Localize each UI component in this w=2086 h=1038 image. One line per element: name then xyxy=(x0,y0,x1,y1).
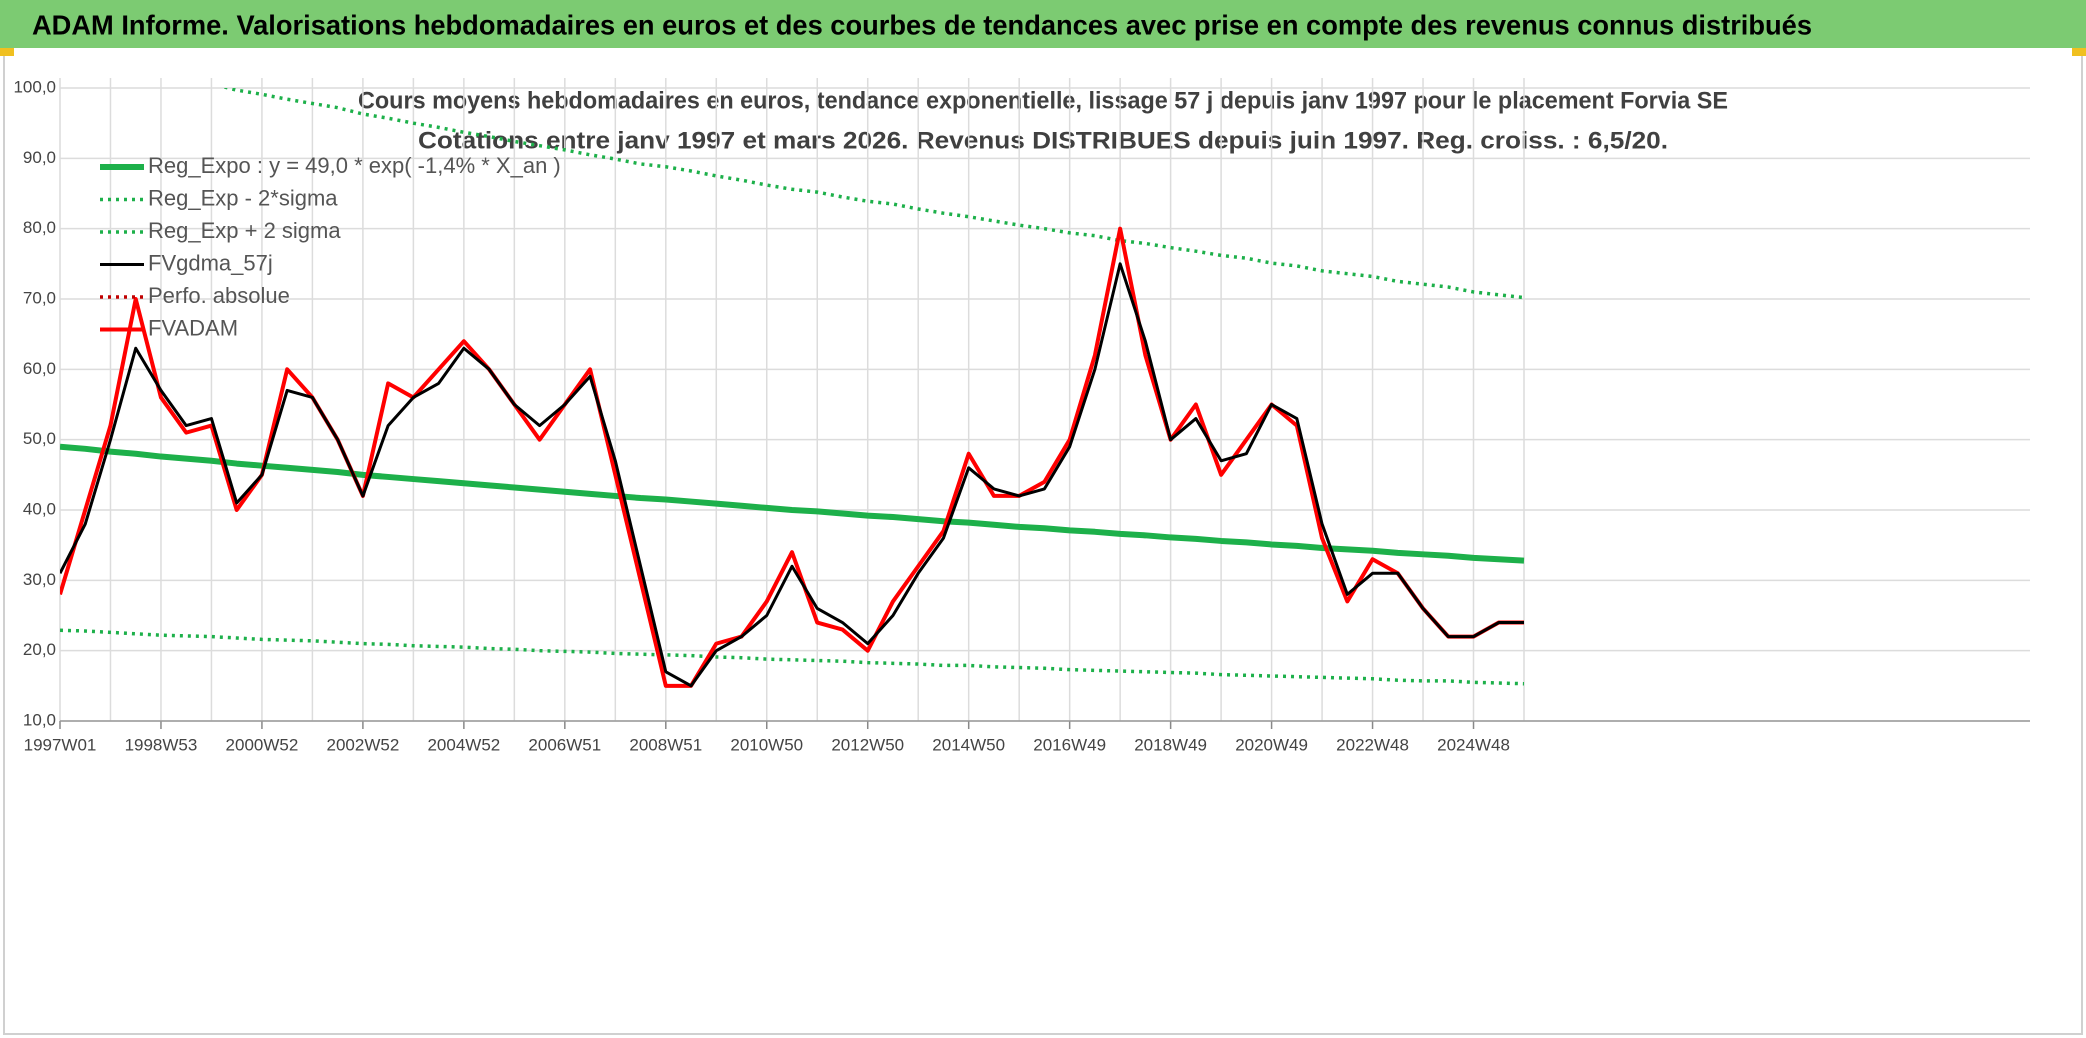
legend-label: FVADAM xyxy=(148,315,238,340)
y-tick-label: 80,0 xyxy=(23,218,56,237)
y-tick-label: 100,0 xyxy=(13,77,56,96)
legend-label: Reg_Expo : y = 49,0 * exp( -1,4% * X_an … xyxy=(148,153,561,178)
y-tick-label: 90,0 xyxy=(23,148,56,167)
series-line xyxy=(60,443,1525,564)
y-tick-label: 10,0 xyxy=(23,710,56,729)
x-tick-label: 2012W50 xyxy=(831,735,904,754)
corner xyxy=(0,48,14,56)
y-tick-label: 60,0 xyxy=(23,359,56,378)
x-tick-label: 2006W51 xyxy=(528,735,601,754)
x-tick-label: 2000W52 xyxy=(226,735,299,754)
x-tick-label: 2020W49 xyxy=(1235,735,1308,754)
corner xyxy=(2072,48,2086,56)
x-tick-label: 2008W51 xyxy=(629,735,702,754)
x-tick-label: 2002W52 xyxy=(327,735,400,754)
series-line xyxy=(60,226,1524,688)
x-tick-label: 2004W52 xyxy=(427,735,500,754)
legend-label: Perfo. absolue xyxy=(148,283,290,308)
plot-area xyxy=(60,88,1525,688)
y-tick-label: 40,0 xyxy=(23,499,56,518)
x-tick-label: 2010W50 xyxy=(730,735,803,754)
series-line xyxy=(60,262,1524,688)
x-tick-label: 2018W49 xyxy=(1134,735,1207,754)
x-tick-label: 1997W01 xyxy=(24,735,97,754)
chart-title: ADAM Informe. Valorisations hebdomadaire… xyxy=(32,9,1812,40)
y-tick-label: 20,0 xyxy=(23,640,56,659)
y-tick-label: 30,0 xyxy=(23,570,56,589)
legend-label: Reg_Exp - 2*sigma xyxy=(148,185,338,210)
y-tick-label: 70,0 xyxy=(23,288,56,307)
legend-label: Reg_Exp + 2 sigma xyxy=(148,218,341,243)
legend-label: FVgdma_57j xyxy=(148,250,273,275)
x-tick-label: 2022W48 xyxy=(1336,735,1409,754)
x-tick-label: 2014W50 xyxy=(932,735,1005,754)
x-tick-label: 2016W49 xyxy=(1033,735,1106,754)
chart-subtitle: Cours moyens hebdomadaires en euros, ten… xyxy=(358,87,1728,114)
x-tick-label: 1998W53 xyxy=(125,735,198,754)
x-tick-label: 2024W48 xyxy=(1437,735,1510,754)
chart-subtitle: Cotations entre janv 1997 et mars 2026. … xyxy=(418,127,1668,154)
banner xyxy=(0,0,2086,48)
series-line xyxy=(221,88,1525,300)
y-tick-label: 50,0 xyxy=(23,429,56,448)
